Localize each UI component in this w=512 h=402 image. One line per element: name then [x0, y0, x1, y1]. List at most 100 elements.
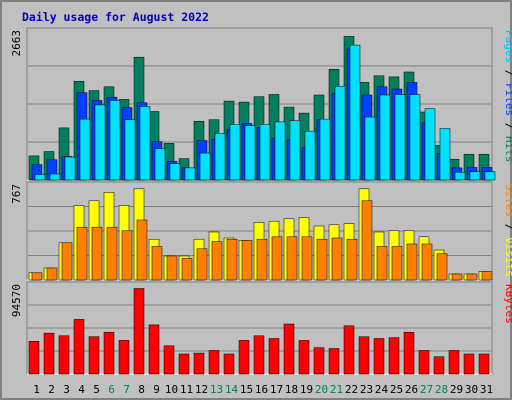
x-tick-label: 30 [465, 383, 478, 396]
bar-kbytes-day-24 [373, 338, 385, 375]
legend-entry: / [503, 63, 512, 83]
x-tick-label: 12 [195, 383, 208, 396]
x-tick-label: 23 [360, 383, 373, 396]
x-tick-label: 7 [123, 383, 130, 396]
bar-pages-day-3 [64, 156, 76, 181]
y-max-label: 767 [10, 184, 23, 204]
bar-sites-day-27 [421, 243, 433, 281]
series-legend: KBytes [503, 284, 512, 324]
y-max-label: 2663 [10, 30, 23, 57]
series-legend: Pages / Files / Hits [503, 30, 512, 163]
x-tick-label: 29 [450, 383, 463, 396]
bar-pages-day-31 [484, 171, 496, 181]
bar-kbytes-day-28 [433, 356, 445, 375]
bar-sites-day-4 [76, 226, 88, 281]
bar-sites-day-11 [181, 258, 193, 281]
bar-sites-day-1 [31, 272, 43, 281]
x-tick-label: 9 [153, 383, 160, 396]
bar-sites-day-30 [466, 273, 478, 281]
x-tick-label: 22 [345, 383, 358, 396]
bar-sites-day-18 [286, 236, 298, 281]
bar-pages-day-30 [469, 171, 481, 181]
bar-sites-day-14 [226, 238, 238, 281]
chart-title: Daily usage for August 2022 [22, 10, 209, 24]
x-tick-label: 13 [210, 383, 223, 396]
bar-pages-day-29 [454, 172, 466, 181]
bar-pages-day-23 [364, 116, 376, 181]
bar-pages-day-12 [199, 152, 211, 181]
bar-kbytes-day-17 [268, 338, 280, 375]
x-tick-label: 19 [300, 383, 313, 396]
bar-sites-day-6 [106, 226, 118, 281]
bar-kbytes-day-20 [313, 347, 325, 375]
bar-pages-day-16 [259, 124, 271, 181]
series-kbytes [28, 288, 490, 375]
bar-pages-day-5 [94, 104, 106, 181]
x-tick-label: 20 [315, 383, 328, 396]
bar-sites-day-2 [46, 267, 58, 281]
panel-3: 94570 KBytes [10, 281, 512, 375]
bar-kbytes-day-10 [163, 345, 175, 375]
series-pages [34, 44, 496, 181]
x-tick-label: 6 [108, 383, 115, 396]
bar-kbytes-day-31 [478, 353, 490, 375]
bar-pages-day-19 [304, 130, 316, 181]
panel-2: 767 Sites / Visits [10, 181, 512, 281]
bar-pages-day-17 [274, 121, 286, 181]
bar-sites-day-25 [391, 246, 403, 281]
bar-kbytes-day-1 [28, 341, 40, 375]
x-tick-label: 31 [480, 383, 493, 396]
bar-pages-day-6 [109, 100, 121, 181]
bar-kbytes-day-26 [403, 331, 415, 375]
y-max-label: 94570 [10, 284, 23, 317]
bar-kbytes-day-29 [448, 350, 460, 375]
bar-sites-day-19 [301, 236, 313, 281]
x-tick-label: 28 [435, 383, 448, 396]
bar-pages-day-1 [34, 174, 46, 181]
bar-kbytes-day-9 [148, 324, 160, 375]
bar-kbytes-day-4 [73, 319, 85, 375]
bar-pages-day-26 [409, 94, 421, 181]
legend-entry: / [503, 116, 512, 136]
bar-sites-day-23 [361, 200, 373, 281]
x-tick-label: 21 [330, 383, 343, 396]
bar-pages-day-8 [139, 106, 151, 181]
bar-pages-day-11 [184, 167, 196, 181]
bar-sites-day-31 [481, 271, 493, 281]
bar-pages-day-4 [79, 118, 91, 181]
bar-kbytes-day-16 [253, 335, 265, 375]
bar-kbytes-day-7 [118, 340, 130, 375]
legend-entry: Sites [503, 184, 512, 217]
bar-kbytes-day-25 [388, 337, 400, 375]
bar-kbytes-day-27 [418, 350, 430, 375]
bar-pages-day-13 [214, 133, 226, 181]
bar-pages-day-27 [424, 108, 436, 181]
series-legend: Sites / Visits [503, 184, 512, 277]
x-tick-label: 8 [138, 383, 145, 396]
bar-kbytes-day-18 [283, 323, 295, 375]
bar-kbytes-day-8 [133, 288, 145, 375]
bar-kbytes-day-15 [238, 340, 250, 375]
legend-entry: Pages [503, 30, 512, 63]
bar-sites-day-22 [346, 238, 358, 281]
x-tick-label: 26 [405, 383, 418, 396]
x-tick-label: 15 [240, 383, 253, 396]
series-sites [31, 200, 493, 281]
x-tick-label: 5 [93, 383, 100, 396]
bar-pages-day-28 [439, 128, 451, 181]
bar-sites-day-24 [376, 246, 388, 281]
bar-kbytes-day-14 [223, 353, 235, 375]
bar-kbytes-day-11 [178, 353, 190, 375]
bar-pages-day-24 [379, 94, 391, 181]
bar-sites-day-28 [436, 253, 448, 281]
bar-sites-day-13 [211, 241, 223, 281]
bar-pages-day-14 [229, 124, 241, 181]
bar-pages-day-25 [394, 94, 406, 181]
bar-kbytes-day-21 [328, 348, 340, 375]
bar-pages-day-18 [289, 120, 301, 181]
bar-kbytes-day-30 [463, 353, 475, 375]
x-tick-label: 4 [78, 383, 85, 396]
bar-kbytes-day-2 [43, 332, 55, 375]
bar-sites-day-26 [406, 243, 418, 281]
